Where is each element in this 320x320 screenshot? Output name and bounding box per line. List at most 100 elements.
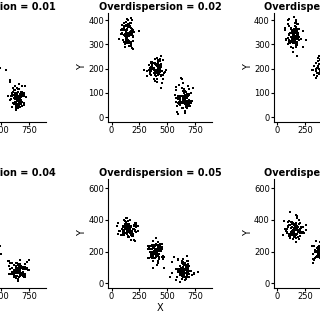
Point	[159, 81, 164, 86]
Point	[128, 24, 133, 29]
Point	[128, 20, 133, 25]
Point	[14, 103, 20, 108]
Point	[13, 92, 19, 97]
Point	[182, 88, 188, 93]
Point	[122, 229, 127, 235]
Point	[185, 92, 190, 97]
Point	[157, 59, 163, 64]
Point	[186, 271, 191, 276]
Point	[15, 277, 20, 282]
Point	[129, 15, 134, 20]
Point	[311, 252, 316, 257]
Point	[13, 94, 18, 99]
Point	[179, 272, 184, 277]
Point	[120, 28, 125, 33]
Point	[6, 264, 11, 269]
Point	[175, 109, 180, 114]
Point	[288, 232, 293, 237]
Point	[125, 21, 130, 26]
Point	[18, 97, 23, 102]
Point	[13, 264, 18, 269]
Point	[121, 23, 126, 28]
Point	[156, 69, 161, 74]
Point	[10, 90, 15, 95]
Point	[134, 225, 139, 230]
Point	[180, 270, 185, 276]
Point	[177, 103, 182, 108]
Point	[13, 270, 19, 275]
Point	[183, 270, 188, 276]
Point	[315, 253, 320, 258]
Point	[173, 95, 179, 100]
Point	[5, 93, 10, 99]
Point	[185, 93, 190, 99]
Point	[123, 28, 128, 34]
Point	[13, 93, 19, 98]
Point	[154, 253, 159, 259]
Point	[169, 271, 174, 276]
Point	[14, 93, 19, 98]
Point	[17, 272, 22, 277]
Point	[155, 244, 160, 249]
Point	[180, 100, 185, 105]
Point	[316, 246, 320, 251]
Point	[16, 263, 21, 268]
Point	[19, 263, 24, 268]
Point	[187, 92, 192, 97]
Title: Overdispersion = 0.05: Overdispersion = 0.05	[99, 168, 221, 178]
Point	[123, 37, 128, 43]
Point	[184, 93, 189, 98]
Point	[155, 60, 160, 65]
Point	[131, 226, 136, 231]
Point	[126, 225, 131, 230]
Point	[122, 231, 127, 236]
Point	[184, 95, 189, 100]
Point	[187, 101, 192, 107]
Point	[124, 19, 129, 24]
Point	[128, 32, 133, 37]
Point	[176, 100, 181, 105]
Point	[156, 255, 162, 260]
Point	[185, 84, 190, 89]
Point	[121, 232, 126, 237]
Point	[297, 233, 302, 238]
Point	[186, 263, 191, 268]
Point	[22, 100, 27, 106]
Point	[315, 245, 320, 251]
Point	[124, 225, 130, 230]
Point	[318, 240, 320, 245]
Point	[157, 67, 162, 72]
Point	[174, 104, 180, 109]
Point	[185, 270, 190, 275]
Point	[13, 100, 18, 105]
Point	[12, 270, 17, 275]
Point	[186, 269, 191, 274]
Point	[182, 101, 188, 107]
Point	[129, 30, 134, 36]
Point	[285, 230, 290, 236]
Point	[123, 40, 128, 45]
Point	[180, 97, 186, 102]
Point	[23, 267, 28, 272]
Point	[157, 245, 163, 250]
Point	[126, 24, 131, 29]
Point	[153, 250, 158, 255]
Point	[153, 62, 158, 67]
Point	[314, 249, 319, 254]
Point	[287, 41, 292, 46]
Point	[128, 226, 133, 231]
Point	[156, 57, 162, 62]
Point	[159, 247, 164, 252]
Point	[295, 21, 300, 26]
Point	[181, 261, 186, 267]
Point	[316, 55, 320, 60]
Point	[294, 36, 299, 41]
Point	[21, 92, 26, 98]
Point	[172, 255, 177, 260]
Point	[11, 101, 16, 107]
Point	[295, 42, 300, 47]
Point	[151, 244, 156, 249]
Point	[182, 97, 187, 102]
Point	[17, 269, 22, 275]
Point	[284, 229, 290, 234]
